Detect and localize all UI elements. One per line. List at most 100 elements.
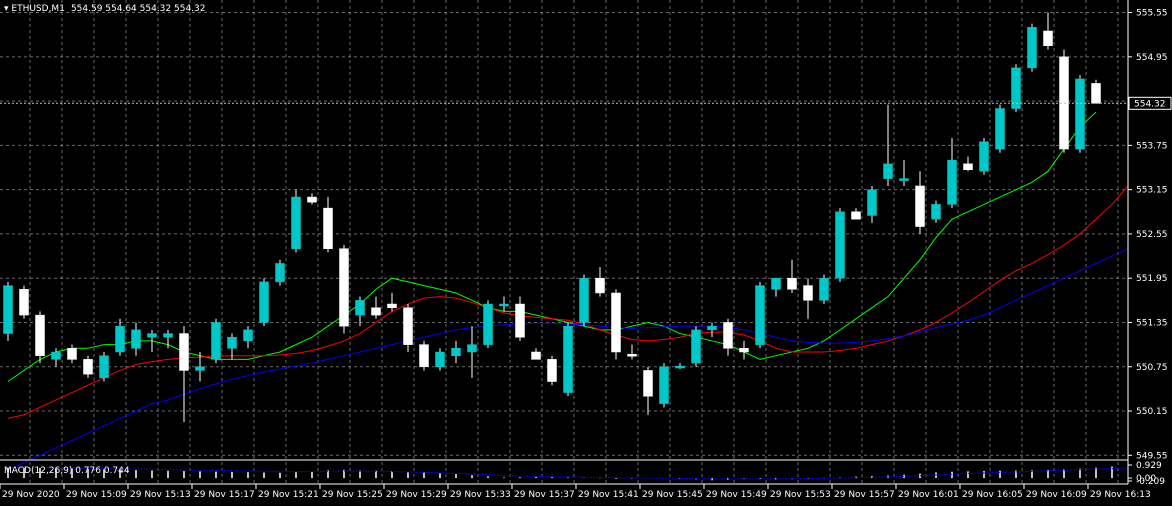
candle-body — [163, 333, 173, 338]
bear-candle — [515, 296, 525, 341]
bear-candle — [915, 171, 925, 234]
candle-body — [67, 348, 77, 360]
bull-candle — [163, 329, 173, 349]
candle-body — [435, 351, 445, 368]
price-panel[interactable] — [3, 12, 1129, 471]
candle-body — [659, 366, 669, 404]
candle-body — [819, 277, 829, 301]
candle-body — [643, 370, 653, 397]
symbol-label: ETHUSD,M1 — [11, 4, 65, 14]
bull-candle — [563, 322, 573, 397]
bull-candle — [499, 296, 509, 312]
time-tick-label: 29 Nov 16:09 — [1026, 490, 1087, 500]
bull-candle — [195, 351, 205, 382]
candle-body — [19, 289, 29, 316]
price-tick-label: 550.15 — [1136, 407, 1168, 417]
price-tick-label: 555.55 — [1136, 9, 1168, 19]
time-tick-label: 29 Nov 15:17 — [194, 490, 255, 500]
ma-slow-line — [7, 237, 1129, 471]
candle-body — [355, 300, 365, 316]
macd-tick-label: 0.929 — [1136, 461, 1162, 471]
candle-body — [787, 277, 797, 290]
bull-candle — [227, 333, 237, 360]
candle-body — [707, 325, 717, 331]
bull-candle — [483, 300, 493, 349]
bull-candle — [291, 189, 301, 253]
candle-body — [1011, 67, 1021, 109]
price-tick-label: 551.95 — [1136, 274, 1168, 284]
bull-candle — [691, 326, 701, 367]
candle-body — [227, 336, 237, 349]
candle-body — [1075, 78, 1085, 150]
bull-candle — [51, 348, 61, 367]
bear-candle — [19, 285, 29, 319]
candle-body — [675, 365, 685, 369]
candle-body — [899, 178, 909, 181]
bull-candle — [1011, 64, 1021, 113]
time-tick-label: 29 Nov 16:01 — [898, 490, 959, 500]
price-tick-label: 554.95 — [1136, 53, 1168, 63]
candle-body — [531, 351, 541, 360]
candle-body — [99, 355, 109, 379]
candle-body — [1043, 30, 1053, 47]
bear-candle — [35, 311, 45, 364]
time-tick-label: 29 Nov 15:57 — [834, 490, 895, 500]
header-arrow-icon: ▾ — [4, 4, 11, 14]
candle-body — [499, 303, 509, 307]
bear-candle — [723, 318, 733, 356]
bear-candle — [339, 244, 349, 334]
candle-body — [691, 329, 701, 364]
candle-body — [547, 359, 557, 382]
bull-candle — [131, 322, 141, 356]
bear-candle — [179, 326, 189, 423]
candle-body — [723, 322, 733, 349]
bull-candle — [1027, 23, 1037, 72]
candle-body — [291, 196, 301, 249]
bear-candle — [83, 355, 93, 378]
candle-body — [931, 204, 941, 220]
bull-candle — [899, 160, 909, 186]
candle-body — [563, 325, 573, 393]
time-tick-label: 29 Nov 15:33 — [450, 490, 511, 500]
macd-panel[interactable] — [7, 466, 1129, 481]
candle-body — [259, 281, 269, 323]
bear-candle — [403, 304, 413, 352]
bear-candle — [787, 259, 797, 293]
bull-candle — [435, 348, 445, 371]
bear-candle — [371, 296, 381, 319]
bull-candle — [819, 274, 829, 305]
candle-body — [611, 292, 621, 353]
time-tick-label: 29 Nov 15:37 — [514, 490, 575, 500]
bear-candle — [803, 278, 813, 319]
candle-body — [115, 325, 125, 353]
bull-candle — [579, 274, 589, 327]
candle-body — [371, 307, 381, 316]
candle-body — [179, 333, 189, 371]
candle-body — [883, 163, 893, 179]
time-tick-label: 29 Nov 15:09 — [66, 490, 127, 500]
bull-candle — [467, 326, 477, 378]
macd-tick-label: 0.00 — [1136, 474, 1156, 484]
candle-body — [1027, 27, 1037, 69]
moving-averages — [7, 111, 1129, 471]
time-tick-label: 29 Nov 16:13 — [1090, 490, 1151, 500]
bull-candle — [147, 329, 157, 352]
candle-body — [947, 159, 957, 205]
bull-candle — [931, 200, 941, 223]
bull-candle — [675, 363, 685, 369]
candle-body — [211, 322, 221, 360]
macd-signal-path — [8, 466, 1129, 480]
bull-candle — [259, 278, 269, 327]
candle-body — [995, 108, 1005, 150]
candle-body — [323, 207, 333, 249]
bear-candle — [595, 267, 605, 297]
bear-candle — [307, 193, 317, 205]
price-tick-label: 552.55 — [1136, 230, 1168, 240]
bear-candle — [67, 344, 77, 364]
time-tick-label: 29 Nov 15:49 — [706, 490, 767, 500]
candle-body — [387, 303, 397, 308]
candle-body — [579, 277, 589, 323]
bear-candle — [531, 348, 541, 360]
